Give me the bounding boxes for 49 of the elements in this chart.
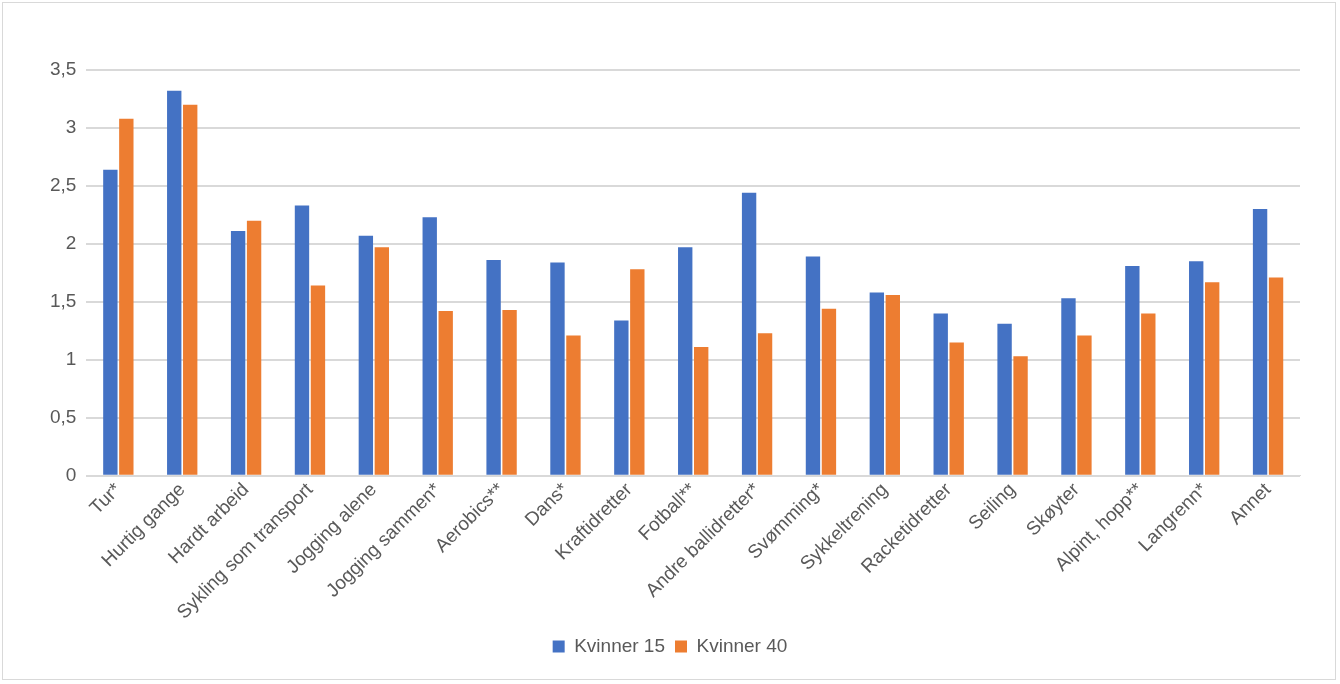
bar [1141,313,1156,475]
bar [566,335,581,475]
bar [438,311,453,475]
bar [310,285,326,475]
bar [885,294,900,475]
bar [1061,298,1076,475]
bar [694,347,709,475]
y-tick-label: 1 [65,348,77,370]
bar [119,118,134,475]
bar [678,247,693,475]
x-tick-label: Tur* [85,478,126,519]
bar [1077,335,1092,475]
y-tick-label: 3 [65,116,77,138]
y-tick-label: 1,5 [49,290,77,312]
bar [422,217,437,475]
bar [949,342,964,475]
bar [486,260,501,475]
bar [246,220,262,475]
bar [933,313,948,475]
bar [805,256,821,475]
bar [869,292,885,475]
bar [1125,265,1140,475]
legend-label: Kvinner 40 [696,634,788,656]
bar [757,333,773,475]
bar [230,231,246,475]
bar [1013,356,1028,475]
bar [1268,277,1284,475]
bar [997,323,1012,475]
bar [630,269,645,475]
bar [167,90,182,475]
bar [1252,209,1268,475]
y-tick-label: 3,5 [49,58,77,80]
bar [183,104,198,475]
legend-label: Kvinner 15 [574,634,666,656]
bar [550,262,565,475]
y-tick-label: 0 [65,463,77,485]
bar [741,192,757,475]
bar [502,309,517,475]
y-tick-label: 2 [65,232,77,254]
bar [103,169,118,475]
bar [294,205,310,475]
bar [1204,282,1220,475]
y-tick-label: 2,5 [49,174,77,196]
y-tick-label: 0,5 [49,405,77,427]
bar [1189,261,1204,475]
bar [374,247,390,475]
bar [821,308,837,475]
bar [358,235,374,475]
bar [614,320,629,475]
